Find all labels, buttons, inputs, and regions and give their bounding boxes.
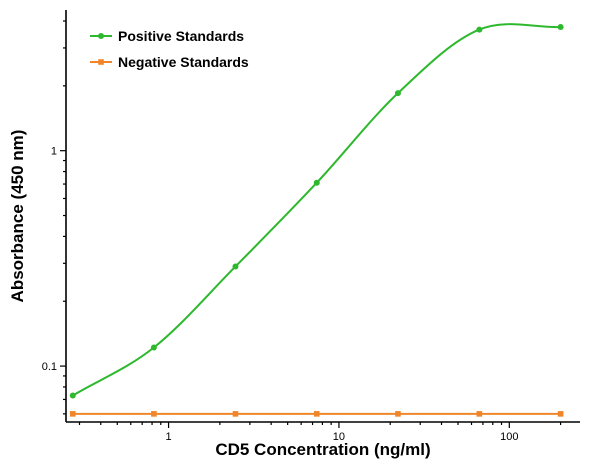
data-point xyxy=(150,344,157,351)
data-point xyxy=(313,179,320,186)
legend-label: Positive Standards xyxy=(118,28,244,44)
x-tick-label: 10 xyxy=(333,431,345,443)
legend-label: Negative Standards xyxy=(118,54,249,70)
x-tick-label: 100 xyxy=(500,431,518,443)
series-2 xyxy=(69,411,564,417)
legend: Positive Standards Negative Standards xyxy=(90,28,249,70)
data-point xyxy=(313,411,320,417)
y-axis-title: Absorbance (450 nm) xyxy=(8,130,27,303)
legend-marker xyxy=(98,59,104,65)
data-point xyxy=(476,26,483,33)
legend-item: Positive Standards xyxy=(90,28,244,44)
x-axis-title: CD5 Concentration (ng/ml) xyxy=(215,440,430,459)
legend-item: Negative Standards xyxy=(90,54,249,70)
data-point xyxy=(394,90,401,97)
data-point xyxy=(69,392,76,399)
data-point xyxy=(151,411,157,417)
data-point xyxy=(69,411,76,417)
series-layer xyxy=(69,23,564,417)
x-tick-label: 1 xyxy=(166,431,172,443)
data-point xyxy=(557,24,564,31)
data-point xyxy=(395,411,401,417)
data-point xyxy=(557,411,564,417)
data-point xyxy=(232,263,239,270)
series-1 xyxy=(69,23,564,399)
data-point xyxy=(476,411,483,417)
series-line xyxy=(72,23,561,397)
axes: 1 10 100 0.1 1 xyxy=(42,10,580,443)
y-tick-label: 1 xyxy=(51,146,57,158)
data-point xyxy=(232,411,239,417)
y-tick-label: 0.1 xyxy=(42,361,57,373)
legend-marker xyxy=(98,33,104,39)
